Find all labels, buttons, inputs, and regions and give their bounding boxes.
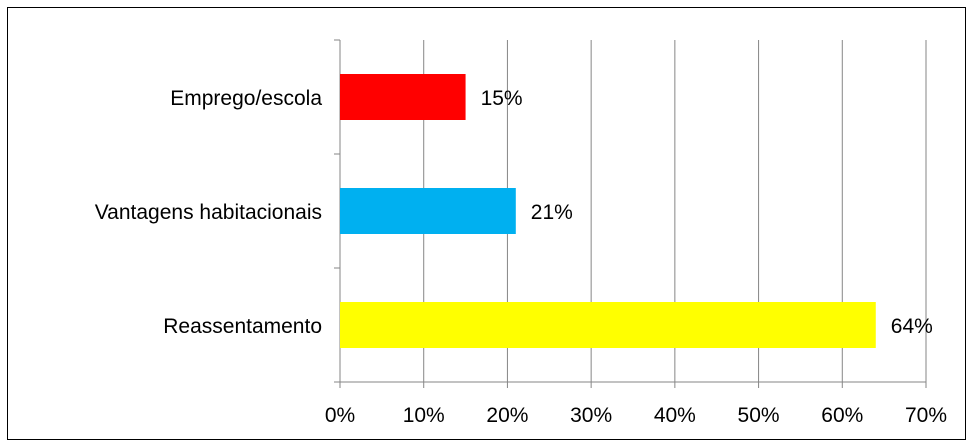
- x-tick-label: 60%: [821, 404, 863, 427]
- x-tick-label: 40%: [654, 404, 696, 427]
- bar-emprego-escola: [340, 74, 466, 120]
- category-label: Emprego/escola: [170, 87, 322, 110]
- category-label: Reassentamento: [163, 315, 322, 338]
- bar-reassentamento: [340, 302, 876, 348]
- x-tick-label: 0%: [325, 404, 355, 427]
- labels: 0% 10% 20% 30% 40% 50% 60% 70% Reassentamento 64%…: [95, 87, 947, 427]
- x-tick-label: 50%: [738, 404, 780, 427]
- bars: [340, 74, 876, 348]
- data-label: 15%: [481, 87, 523, 110]
- x-tick-label: 30%: [570, 404, 612, 427]
- x-tick-label: 70%: [905, 404, 947, 427]
- x-tick-label: 10%: [403, 404, 445, 427]
- x-tick-label: 20%: [486, 404, 528, 427]
- category-label: Vantagens habitacionais: [95, 201, 322, 224]
- data-label: 21%: [531, 201, 573, 224]
- data-label: 64%: [891, 315, 933, 338]
- bar-vantagens-habitacionais: [340, 188, 516, 234]
